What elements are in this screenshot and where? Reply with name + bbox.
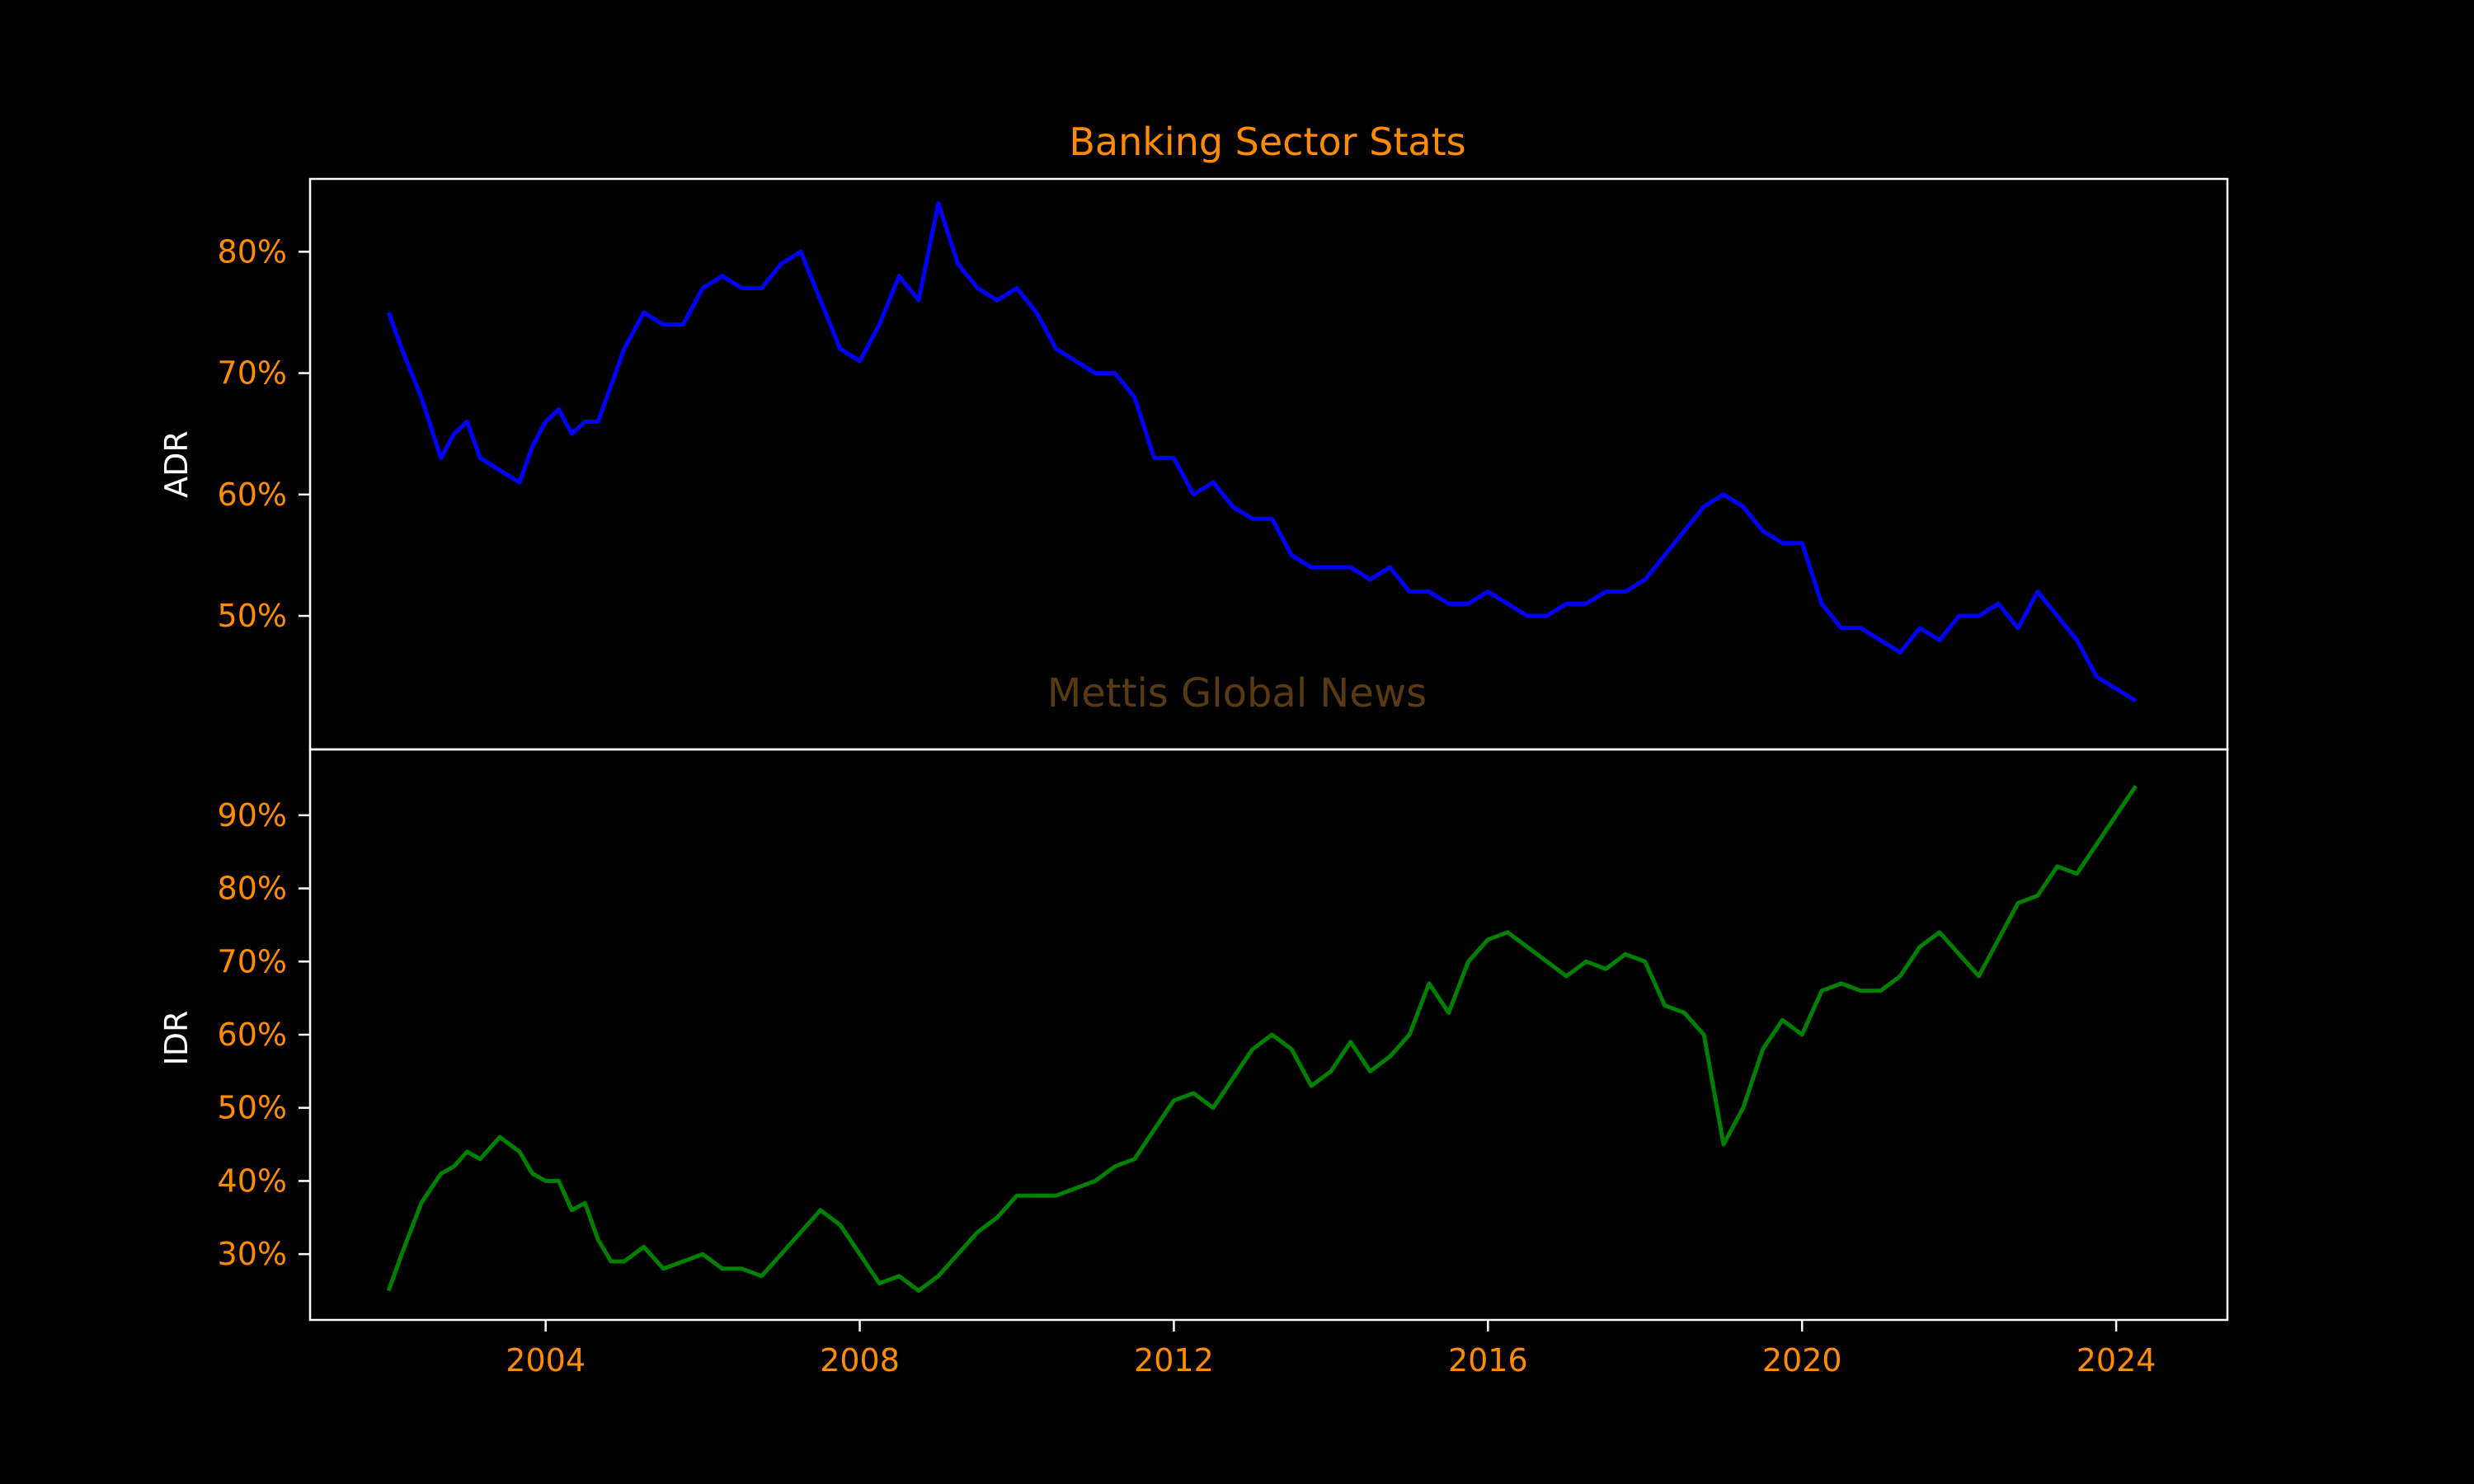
adr-y-tick-label-80: 80% bbox=[218, 233, 287, 270]
adr-y-axis: 50% 60% 70% 80% bbox=[218, 233, 310, 634]
chart-title: Banking Sector Stats bbox=[1069, 120, 1465, 164]
idr-y-tick-label-60: 60% bbox=[218, 1017, 287, 1053]
adr-y-tick-label-50: 50% bbox=[218, 598, 287, 634]
idr-series-line bbox=[386, 785, 2138, 1293]
x-tick-label-2016: 2016 bbox=[1448, 1342, 1528, 1378]
idr-y-tick-label-30: 30% bbox=[218, 1236, 287, 1272]
x-tick-label-2012: 2012 bbox=[1134, 1342, 1214, 1378]
idr-y-axis: 30% 40% 50% 60% 70% 80% 90% bbox=[218, 797, 310, 1272]
adr-panel: 50% 60% 70% 80% Mettis Global News ADR bbox=[158, 177, 2229, 751]
adr-axis-label: ADR bbox=[158, 430, 195, 498]
adr-series-line bbox=[386, 200, 2138, 703]
idr-panel: 30% 40% 50% 60% 70% 80% 90% IDR bbox=[158, 748, 2229, 1322]
idr-y-tick-label-70: 70% bbox=[218, 943, 287, 979]
idr-y-tick-label-80: 80% bbox=[218, 871, 287, 907]
idr-y-tick-label-90: 90% bbox=[218, 797, 287, 834]
watermark: Mettis Global News bbox=[1047, 670, 1427, 716]
idr-y-tick-label-50: 50% bbox=[218, 1090, 287, 1126]
x-tick-label-2020: 2020 bbox=[1762, 1342, 1842, 1378]
x-tick-label-2024: 2024 bbox=[2077, 1342, 2157, 1378]
adr-y-tick-label-70: 70% bbox=[218, 355, 287, 392]
x-tick-label-2004: 2004 bbox=[506, 1342, 586, 1378]
x-axis: 2004 2008 2012 2016 2020 2024 bbox=[506, 1320, 2156, 1378]
x-tick-label-2008: 2008 bbox=[820, 1342, 900, 1378]
idr-y-tick-label-40: 40% bbox=[218, 1162, 287, 1199]
idr-axis-label: IDR bbox=[158, 1011, 195, 1066]
adr-y-tick-label-60: 60% bbox=[218, 477, 287, 513]
